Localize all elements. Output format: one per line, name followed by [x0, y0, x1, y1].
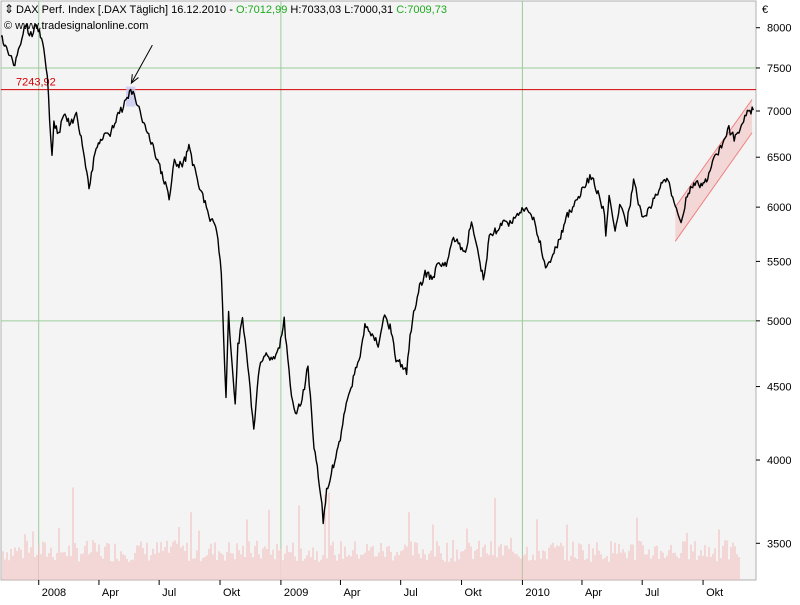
- x-axis: 2008 Apr Jul Okt 2009 Apr Jul Okt 2010 Apr Jul Okt: [38, 580, 723, 599]
- x-tick-label: Apr: [102, 587, 119, 599]
- arrow-line: [130, 44, 153, 84]
- x-tick-label: 2008: [42, 587, 66, 599]
- x-tick-label: Jul: [162, 587, 176, 599]
- x-tick-label: Apr: [585, 587, 602, 599]
- y-tick-label: 5000: [767, 316, 791, 328]
- y-tick-label: 4500: [767, 382, 791, 394]
- resistance-label: 7243,92: [16, 77, 56, 89]
- y-tick-label: 3500: [767, 538, 791, 550]
- collapse-arrow-icon[interactable]: ⇕: [4, 2, 14, 16]
- y-axis: 3500 4000 4500 5000 5500 6000 6500 7000 7500 8000: [756, 23, 791, 550]
- currency-label: €: [762, 4, 768, 16]
- header-instrument: DAX Perf. Index [.DAX Täglich] 16.12.201…: [16, 4, 447, 16]
- volume-bars: [2, 487, 740, 580]
- x-tick-label: Okt: [465, 587, 482, 599]
- y-tick-label: 5500: [767, 256, 791, 268]
- trend-channel-lower: [674, 132, 753, 242]
- x-tick-label: Okt: [223, 587, 240, 599]
- peak-highlight: [126, 86, 136, 107]
- y-tick-label: 8000: [767, 23, 791, 35]
- x-tick-label: Jul: [645, 587, 659, 599]
- plot-area: [0, 0, 757, 581]
- y-tick-label: 6000: [767, 202, 791, 214]
- trend-channel-upper: [674, 99, 753, 208]
- y-tick-label: 7500: [767, 63, 791, 75]
- source-credit: © www.tradesignalonline.com: [4, 20, 148, 32]
- y-tick-label: 7000: [767, 106, 791, 118]
- y-tick-label: 4000: [767, 455, 791, 467]
- y-tick-label: 6500: [767, 152, 791, 164]
- x-tick-label: Apr: [343, 587, 360, 599]
- x-tick-label: Okt: [706, 587, 723, 599]
- chart-header: ⇕ DAX Perf. Index [.DAX Täglich] 16.12.2…: [4, 2, 768, 32]
- x-tick-label: 2010: [525, 587, 549, 599]
- arrow-head-icon: [130, 74, 139, 85]
- x-tick-label: 2009: [284, 587, 308, 599]
- price-series: [0, 23, 755, 525]
- grid: [1, 1, 756, 580]
- x-tick-label: Jul: [404, 587, 418, 599]
- price-line: [0, 23, 755, 525]
